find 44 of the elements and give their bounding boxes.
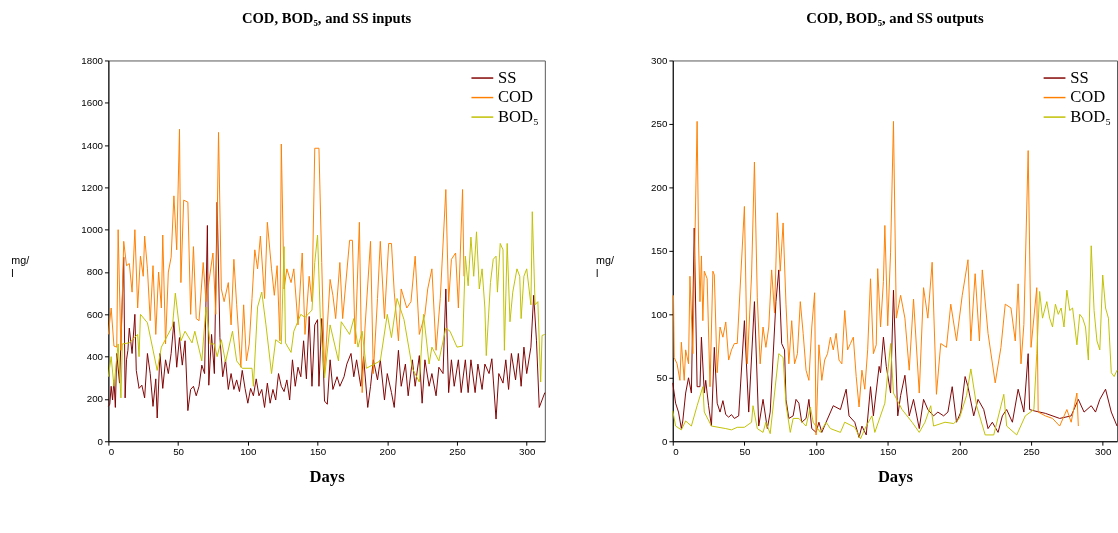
legend-label: COD xyxy=(497,87,533,107)
legend-label: SS xyxy=(497,67,517,87)
y-tick-label: 200 xyxy=(86,393,104,405)
x-tick-label: 250 xyxy=(449,446,467,458)
x-axis-title: Days xyxy=(309,466,346,486)
x-tick-label: 300 xyxy=(1095,446,1112,458)
x-tick-label: 100 xyxy=(808,446,826,458)
y-tick-label: 250 xyxy=(651,118,668,130)
x-tick-label: 150 xyxy=(309,446,327,458)
y-tick-label: 0 xyxy=(97,435,104,447)
x-tick-label: 50 xyxy=(173,446,185,458)
y-tick-label: 50 xyxy=(656,372,668,384)
chart-title: COD, BOD₅, and SS inputs xyxy=(241,10,412,27)
y-tick-label: 800 xyxy=(86,266,104,278)
line-series xyxy=(107,128,465,394)
y-tick-label: 400 xyxy=(86,351,104,363)
y-tick-label: 1600 xyxy=(81,97,104,109)
y-axis-title: mg/ l xyxy=(596,254,615,279)
y-tick-label: 100 xyxy=(651,308,668,320)
y-tick-label: 0 xyxy=(661,435,668,447)
x-tick-label: 150 xyxy=(880,446,897,458)
legend-label: SS xyxy=(1070,67,1089,87)
x-tick-label: 0 xyxy=(108,446,115,458)
x-tick-label: 300 xyxy=(519,446,536,458)
legend-label: BOD₅ xyxy=(1070,106,1111,126)
y-tick-label: 300 xyxy=(651,54,668,66)
x-axis-title: Days xyxy=(877,466,914,486)
x-tick-label: 0 xyxy=(673,446,680,458)
x-tick-label: 50 xyxy=(739,446,751,458)
chart-title: COD, BOD₅, and SS outputs xyxy=(806,10,984,27)
y-tick-label: 150 xyxy=(651,245,668,257)
x-tick-label: 250 xyxy=(1023,446,1041,458)
y-tick-label: 600 xyxy=(86,308,104,320)
y-tick-label: 1200 xyxy=(81,181,104,193)
y-tick-label: 1000 xyxy=(81,224,104,236)
y-tick-label: 1400 xyxy=(81,139,104,151)
x-tick-label: 200 xyxy=(951,446,969,458)
legend-label: BOD₅ xyxy=(497,106,539,126)
y-tick-label: 1800 xyxy=(81,54,104,66)
legend-label: COD xyxy=(1070,87,1106,107)
y-axis-title: mg/ l xyxy=(11,254,30,279)
x-tick-label: 100 xyxy=(240,446,258,458)
y-tick-label: 200 xyxy=(651,181,668,193)
x-tick-label: 200 xyxy=(379,446,397,458)
